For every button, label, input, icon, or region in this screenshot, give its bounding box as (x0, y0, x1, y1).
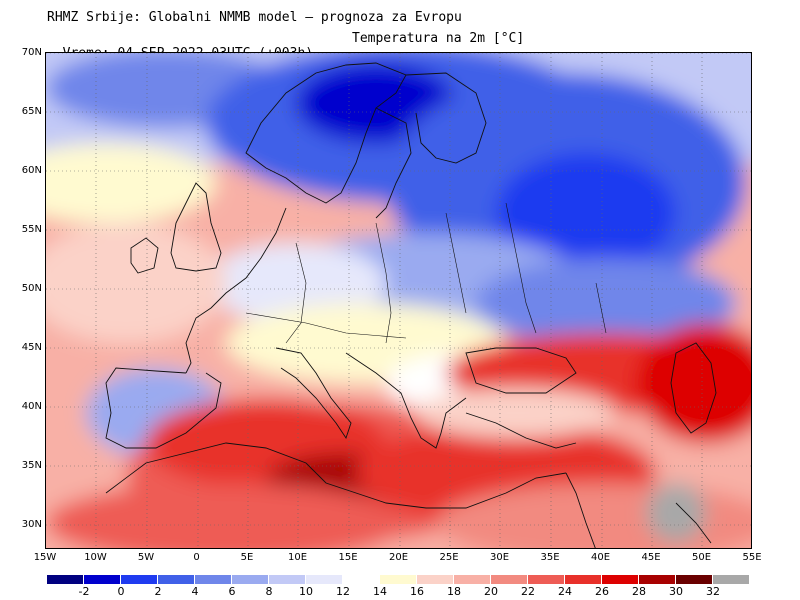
lon-tick-label: 0 (193, 552, 200, 563)
colorbar-segment (602, 575, 638, 584)
lat-tick-label: 65N (21, 106, 42, 117)
colorbar-segment (491, 575, 527, 584)
graticule (46, 53, 751, 548)
lon-tick-label: 10W (84, 552, 107, 563)
colorbar-segment (306, 575, 342, 584)
map-title: RHMZ Srbije: Globalni NMMB model — progn… (47, 10, 462, 25)
lat-tick-label: 30N (21, 519, 42, 530)
lon-tick-label: 25E (439, 552, 459, 563)
colorbar-segment (713, 575, 749, 584)
colorbar-segment (676, 575, 712, 584)
colorbar-segment (269, 575, 305, 584)
colorbar-label: 4 (191, 585, 199, 598)
colorbar-segment (417, 575, 453, 584)
temperature-map (45, 52, 752, 549)
lon-tick-label: 45E (641, 552, 661, 563)
lat-tick-label: 40N (21, 401, 42, 412)
colorbar-segment (565, 575, 601, 584)
colorbar-segment (121, 575, 157, 584)
colorbar-label: 28 (632, 585, 646, 598)
lat-tick-label: 45N (21, 342, 42, 353)
lon-tick-label: 10E (287, 552, 308, 563)
lon-tick-label: 15W (33, 552, 57, 563)
colorbar-segment (528, 575, 564, 584)
colorbar-label: 32 (706, 585, 720, 598)
lon-tick-label: 50E (691, 552, 712, 563)
colorbar-label: 0 (117, 585, 125, 598)
lat-tick-label: 70N (21, 47, 42, 58)
coastlines (105, 62, 717, 548)
lon-tick-label: 30E (489, 552, 510, 563)
colorbar-label: 2 (154, 585, 162, 598)
lon-tick-label: 35E (540, 552, 560, 563)
colorbar-label: 22 (521, 585, 535, 598)
colorbar-label: 24 (558, 585, 572, 598)
colorbar-segment (195, 575, 231, 584)
colorbar-label: 6 (228, 585, 236, 598)
colorbar-segment (158, 575, 194, 584)
lat-tick-label: 50N (21, 283, 42, 294)
temperature-field (46, 53, 751, 548)
lon-tick-label: 5W (137, 552, 155, 563)
colorbar-label: 8 (265, 585, 273, 598)
colorbar-segment (454, 575, 490, 584)
lon-tick-label: 55E (742, 552, 762, 563)
colorbar-segment (47, 575, 83, 584)
colorbar-segment (380, 575, 416, 584)
colorbar-label: -2 (78, 585, 90, 598)
lat-tick-label: 60N (21, 165, 42, 176)
colorbar-segment (84, 575, 120, 584)
colorbar-label: 12 (336, 585, 350, 598)
colorbar-segment (639, 575, 675, 584)
lat-tick-label: 35N (21, 460, 42, 471)
colorbar-label: 20 (484, 585, 498, 598)
colorbar-label: 10 (299, 585, 313, 598)
lon-tick-label: 20E (388, 552, 409, 563)
colorbar-label: 30 (669, 585, 683, 598)
colorbar-label: 14 (373, 585, 387, 598)
colorbar-label: 16 (410, 585, 424, 598)
colorbar-segment (343, 575, 379, 584)
colorbar-segment (232, 575, 268, 584)
map-canvas (46, 53, 751, 548)
parameter-label: Temperatura na 2m [°C] (352, 31, 525, 46)
lon-tick-label: 5E (240, 552, 254, 563)
lat-tick-label: 55N (21, 224, 42, 235)
colorbar-label: 26 (595, 585, 609, 598)
lon-tick-label: 15E (338, 552, 358, 563)
colorbar-label: 18 (447, 585, 461, 598)
lon-tick-label: 40E (590, 552, 611, 563)
